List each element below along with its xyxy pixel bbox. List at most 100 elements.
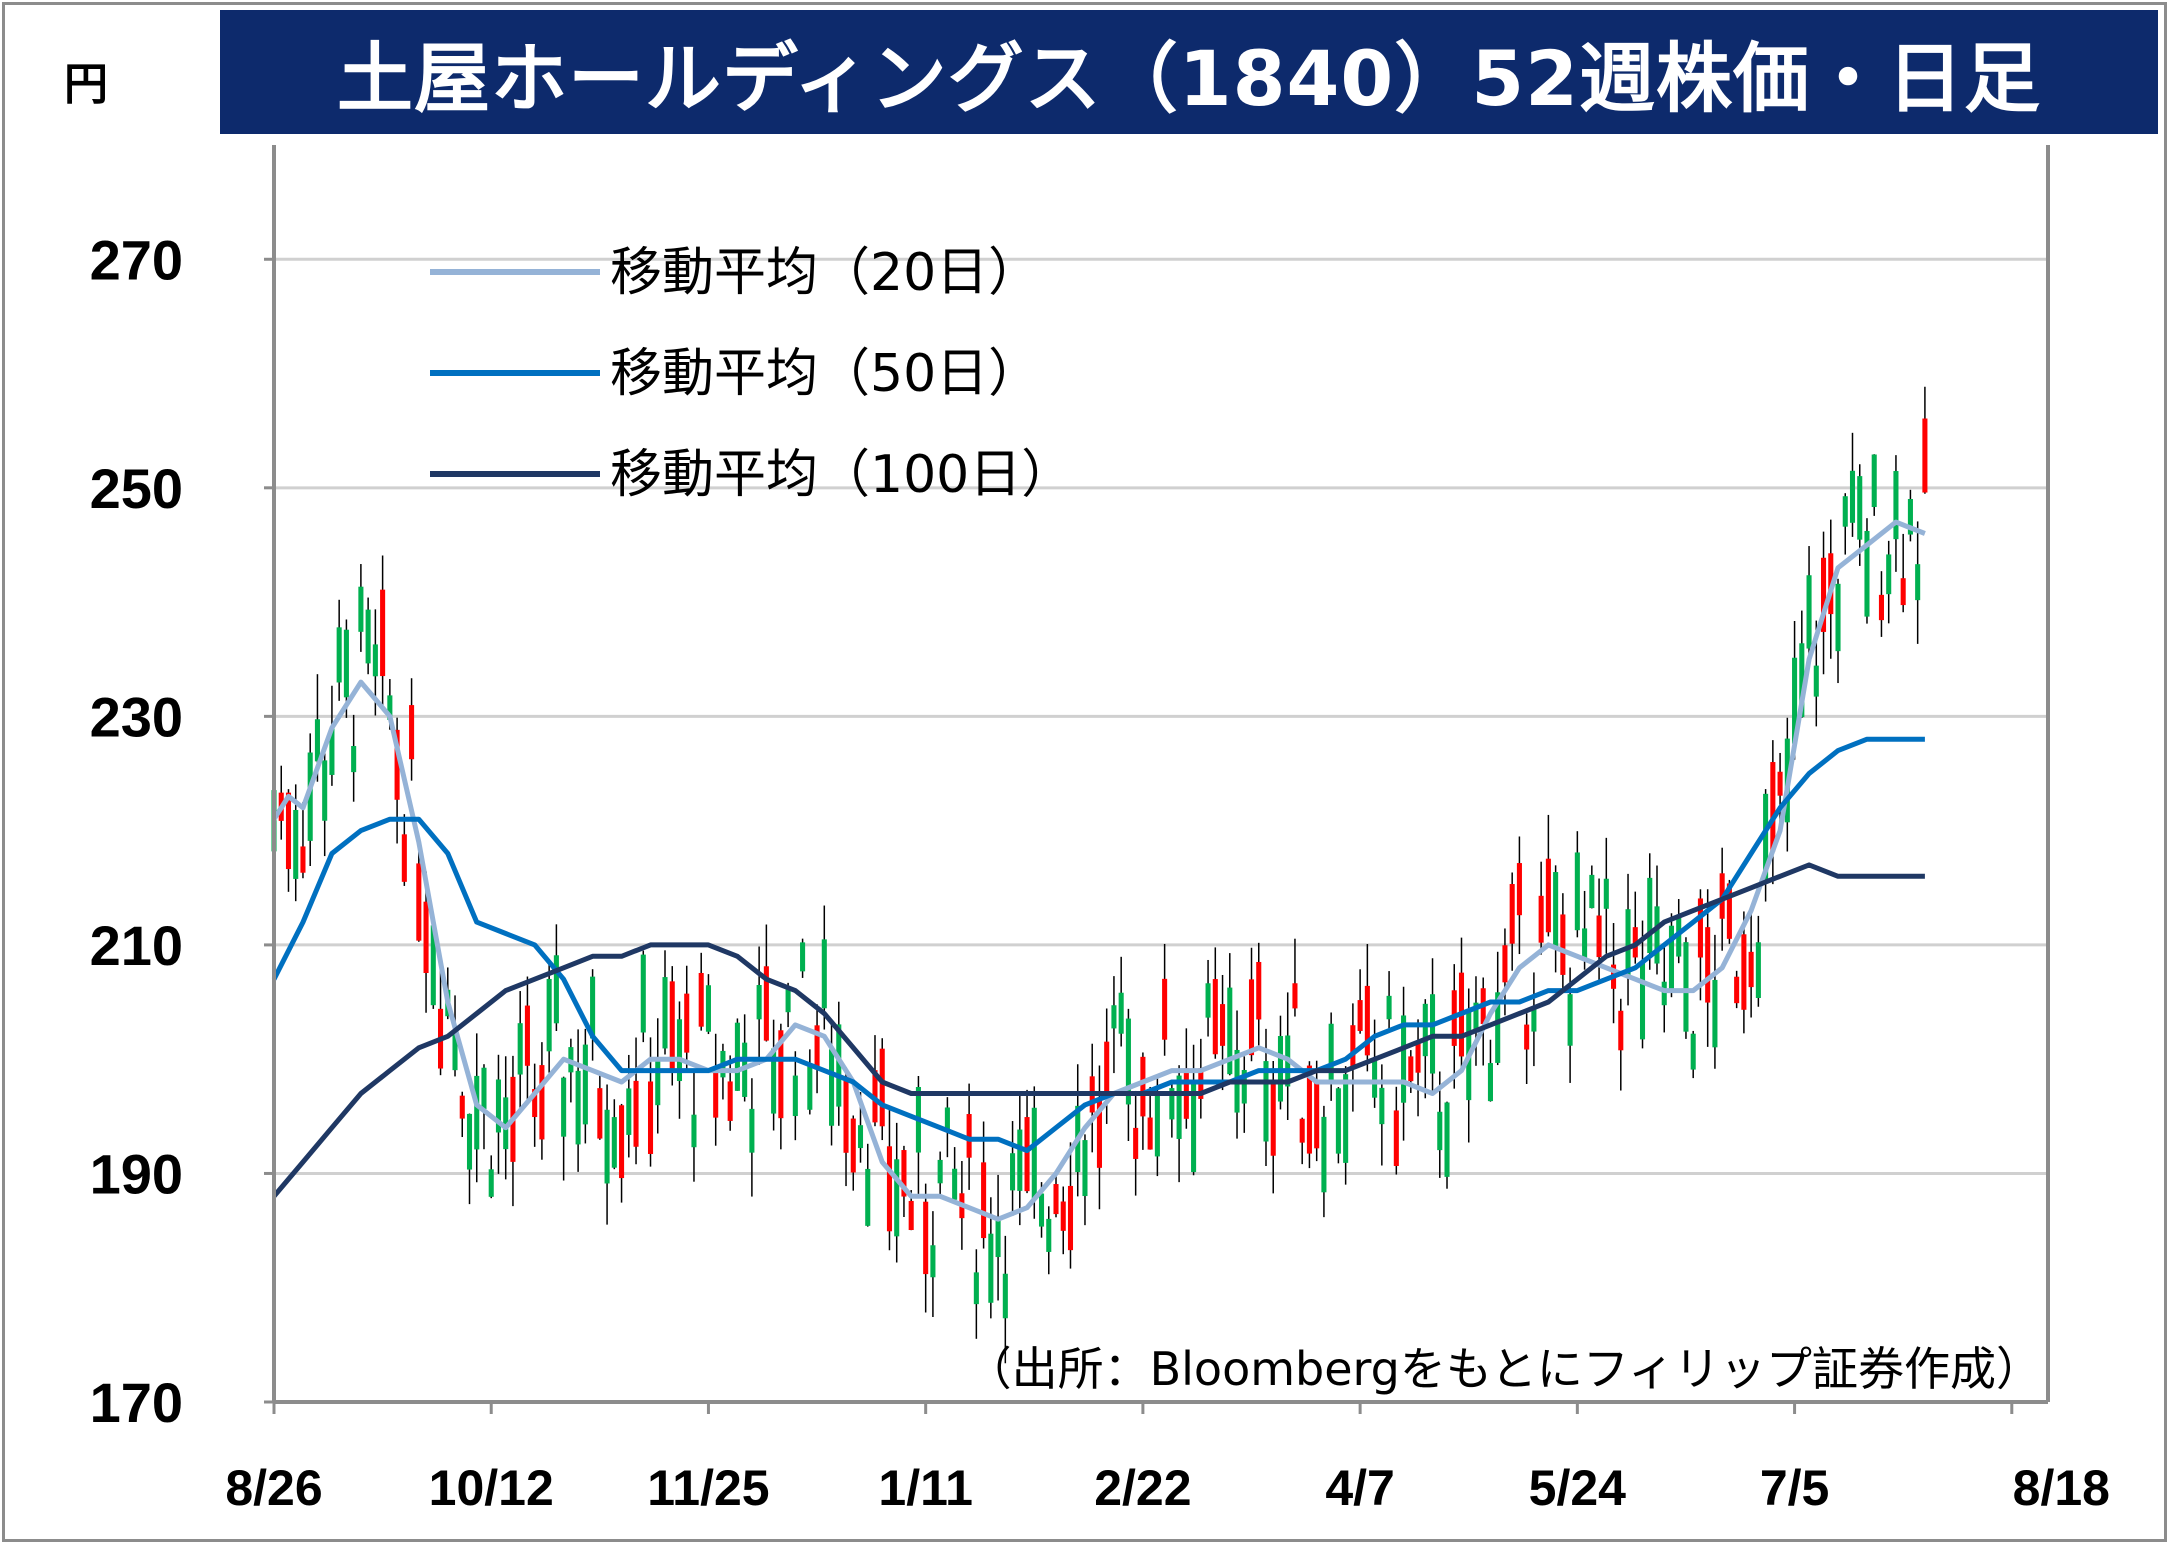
candle-body — [655, 1060, 661, 1106]
candle-body — [1118, 992, 1124, 1034]
candle-body — [293, 809, 299, 879]
candle-body — [1169, 1088, 1175, 1120]
candle-body — [1690, 1033, 1696, 1070]
candle-body — [821, 939, 827, 1009]
candle-body — [763, 966, 769, 1041]
candle-body — [495, 1079, 501, 1133]
candle-body — [532, 1089, 538, 1118]
candle-body — [1893, 471, 1899, 540]
x-tick-label: 5/24 — [1529, 1460, 1627, 1516]
x-tick-label: 8/18 — [2013, 1460, 2110, 1516]
candle-body — [1263, 1061, 1269, 1142]
x-tick-label: 10/12 — [429, 1460, 554, 1516]
candle-body — [1147, 1117, 1153, 1150]
candle-body — [1668, 925, 1675, 989]
candle-body — [1133, 1127, 1139, 1159]
candle-body — [756, 984, 762, 1020]
candle-body — [1748, 951, 1754, 988]
candle-body — [1205, 983, 1211, 1018]
candle-body — [343, 629, 349, 698]
candle-body — [1393, 1110, 1399, 1166]
candle-body — [1625, 909, 1631, 976]
candle-body — [1770, 762, 1776, 852]
candle-body — [1060, 1201, 1066, 1231]
candle-body — [771, 1048, 777, 1114]
candle-body — [814, 1025, 820, 1070]
x-tick-label: 7/5 — [1760, 1460, 1830, 1516]
candle-body — [1878, 594, 1884, 621]
candlesticks — [271, 386, 1928, 1364]
candle-body — [1524, 1024, 1530, 1050]
candle-body — [1270, 1079, 1276, 1156]
candle-body — [1256, 961, 1262, 1020]
candle-body — [1857, 476, 1863, 540]
candle-body — [843, 1076, 849, 1153]
candle-body — [1763, 793, 1769, 881]
candle-body — [1734, 976, 1740, 1004]
candle-body — [517, 1023, 523, 1075]
candle-body — [1154, 1091, 1160, 1157]
candle-body — [1777, 771, 1783, 796]
candle-body — [1125, 1018, 1131, 1105]
candle-body — [322, 760, 328, 821]
candle-body — [879, 1048, 885, 1127]
candle-body — [1509, 884, 1515, 944]
candle-body — [626, 1088, 632, 1135]
candle-body — [1487, 1063, 1493, 1102]
y-tick-label: 250 — [90, 457, 183, 520]
candle-body — [800, 942, 806, 972]
candle-body — [1437, 1111, 1443, 1151]
candle-body — [1292, 983, 1298, 1009]
candle-body — [1415, 1041, 1421, 1073]
candle-body — [1401, 1015, 1407, 1103]
candle-body — [430, 925, 436, 1006]
candle-body — [1799, 643, 1805, 718]
candle-body — [1241, 1069, 1247, 1104]
candle-body — [329, 728, 335, 775]
x-tick-label: 8/26 — [225, 1460, 322, 1516]
y-tick-label: 170 — [90, 1371, 183, 1434]
candle-body — [1082, 1140, 1088, 1197]
candle-body — [1220, 1004, 1226, 1046]
candle-body — [1111, 1005, 1117, 1029]
candle-body — [597, 1088, 603, 1139]
candle-body — [792, 1075, 798, 1117]
candle-body — [1596, 915, 1602, 958]
candle-body — [705, 985, 711, 1032]
candle-body — [1314, 1083, 1320, 1149]
candle-body — [1046, 1218, 1052, 1252]
candle-body — [387, 695, 393, 720]
candle-body — [1306, 1065, 1312, 1154]
legend-label: 移動平均（100日） — [610, 445, 1073, 505]
candle-body — [1386, 995, 1392, 1020]
x-tick-label: 11/25 — [647, 1460, 769, 1516]
candle-body — [1792, 657, 1798, 744]
candle-body — [1538, 895, 1544, 943]
candle-body — [1473, 1002, 1479, 1031]
candle-body — [662, 977, 668, 1049]
candle-body — [285, 792, 292, 870]
candle-body — [1849, 470, 1856, 523]
candle-body — [394, 729, 400, 800]
candle-body — [380, 589, 386, 677]
candle-body — [1422, 1003, 1428, 1057]
candle-body — [1335, 1088, 1341, 1154]
candle-body — [1096, 1099, 1102, 1168]
candle-body — [1010, 1153, 1016, 1191]
candle-body — [1176, 1075, 1182, 1139]
candle-body — [850, 1118, 856, 1173]
candle-body — [1589, 874, 1595, 909]
candle-body — [1654, 906, 1660, 964]
candle-body — [894, 1159, 900, 1237]
candle-body — [1248, 979, 1255, 1056]
candle-body — [307, 752, 313, 841]
candle-body — [351, 746, 357, 773]
candle-body — [1726, 883, 1732, 939]
candle-body — [481, 1067, 487, 1109]
candle-body — [988, 1233, 994, 1303]
candle-body — [1683, 942, 1689, 1032]
candle-body — [1806, 575, 1812, 649]
candle-body — [952, 1168, 958, 1200]
candle-body — [1712, 979, 1718, 1048]
candle-body — [785, 988, 791, 1013]
